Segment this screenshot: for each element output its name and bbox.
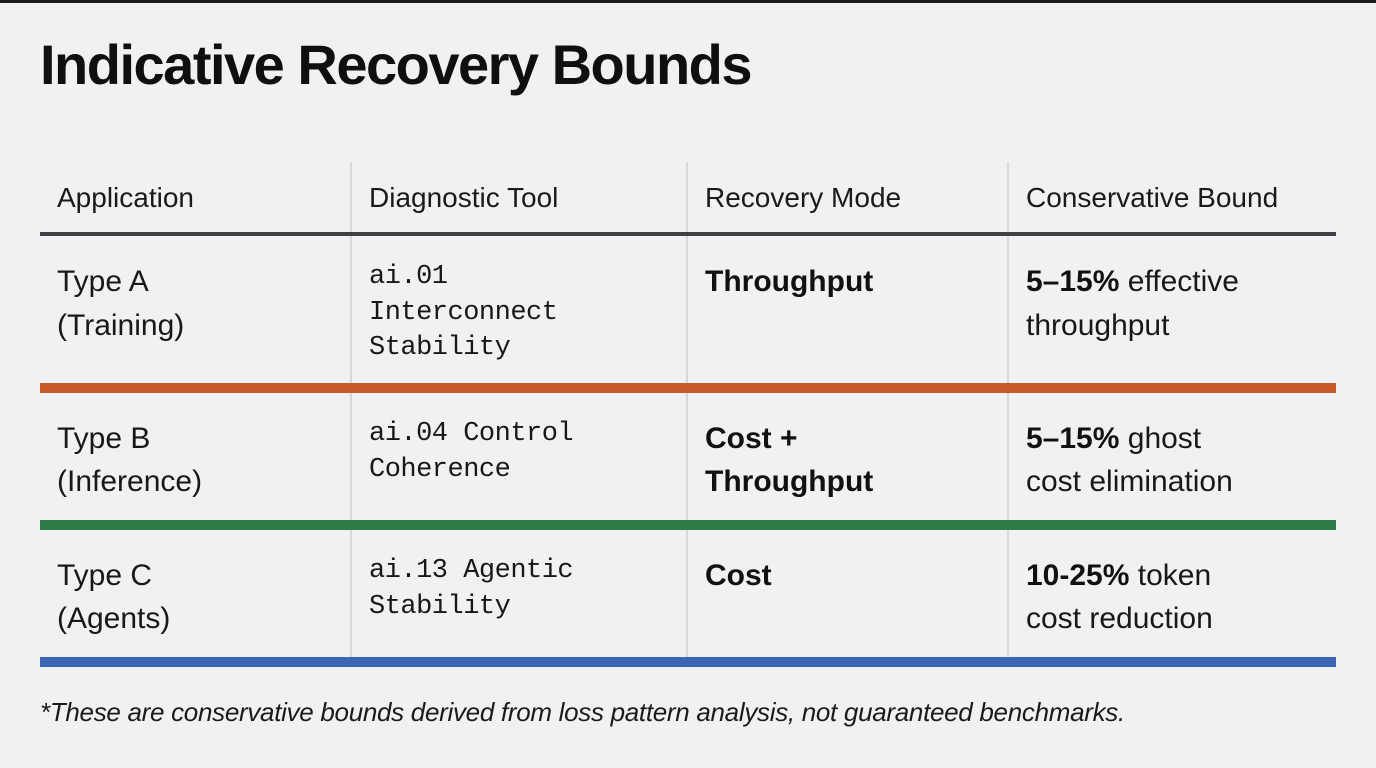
cell-recovery-mode: Cost [688, 529, 1009, 657]
cell-recovery-mode: Cost + Throughput [688, 392, 1009, 520]
cell-recovery-mode: Throughput [688, 236, 1009, 383]
slide-top-border [0, 0, 1376, 3]
column-header-diagnostic-tool: Diagnostic Tool [352, 162, 688, 232]
column-header-recovery-mode: Recovery Mode [688, 162, 1009, 232]
bound-value: 5–15% [1026, 265, 1120, 298]
footnote: *These are conservative bounds derived f… [40, 697, 1125, 727]
cell-conservative-bound: 5–15% effective throughput [1009, 236, 1336, 383]
cell-conservative-bound: 10-25% token cost reduction [1009, 530, 1336, 657]
cell-application: Type C (Agents) [40, 529, 352, 657]
bound-description: token cost reduction [1026, 558, 1213, 636]
bound-description: effective throughput [1026, 265, 1239, 342]
cell-diagnostic-tool: ai.13 Agentic Stability [352, 529, 688, 657]
bound-value: 5–15% [1026, 421, 1120, 455]
column-header-conservative-bound: Conservative Bound [1026, 182, 1279, 213]
cell-diagnostic-tool: ai.04 Control Coherence [352, 392, 688, 520]
recovery-bounds-table: Application Diagnostic Tool Recovery Mod… [40, 162, 1336, 667]
bound-description: ghost cost elimination [1026, 421, 1233, 499]
cell-conservative-bound: 5–15% ghost cost elimination [1009, 393, 1336, 520]
table-row-type-c: Type C (Agents) ai.13 Agentic Stability … [40, 529, 1336, 667]
column-header-application: Application [40, 162, 352, 232]
table-header-row: Application Diagnostic Tool Recovery Mod… [40, 162, 1336, 236]
cell-diagnostic-tool: ai.01 Interconnect Stability [352, 236, 688, 383]
bound-value: 10-25% [1026, 558, 1130, 592]
table-row-type-a: Type A (Training) ai.01 Interconnect Sta… [40, 236, 1336, 393]
table-row-type-b: Type B (Inference) ai.04 Control Coheren… [40, 392, 1336, 530]
cell-application: Type A (Training) [40, 236, 352, 383]
cell-application: Type B (Inference) [40, 392, 352, 520]
page-title: Indicative Recovery Bounds [40, 33, 753, 96]
